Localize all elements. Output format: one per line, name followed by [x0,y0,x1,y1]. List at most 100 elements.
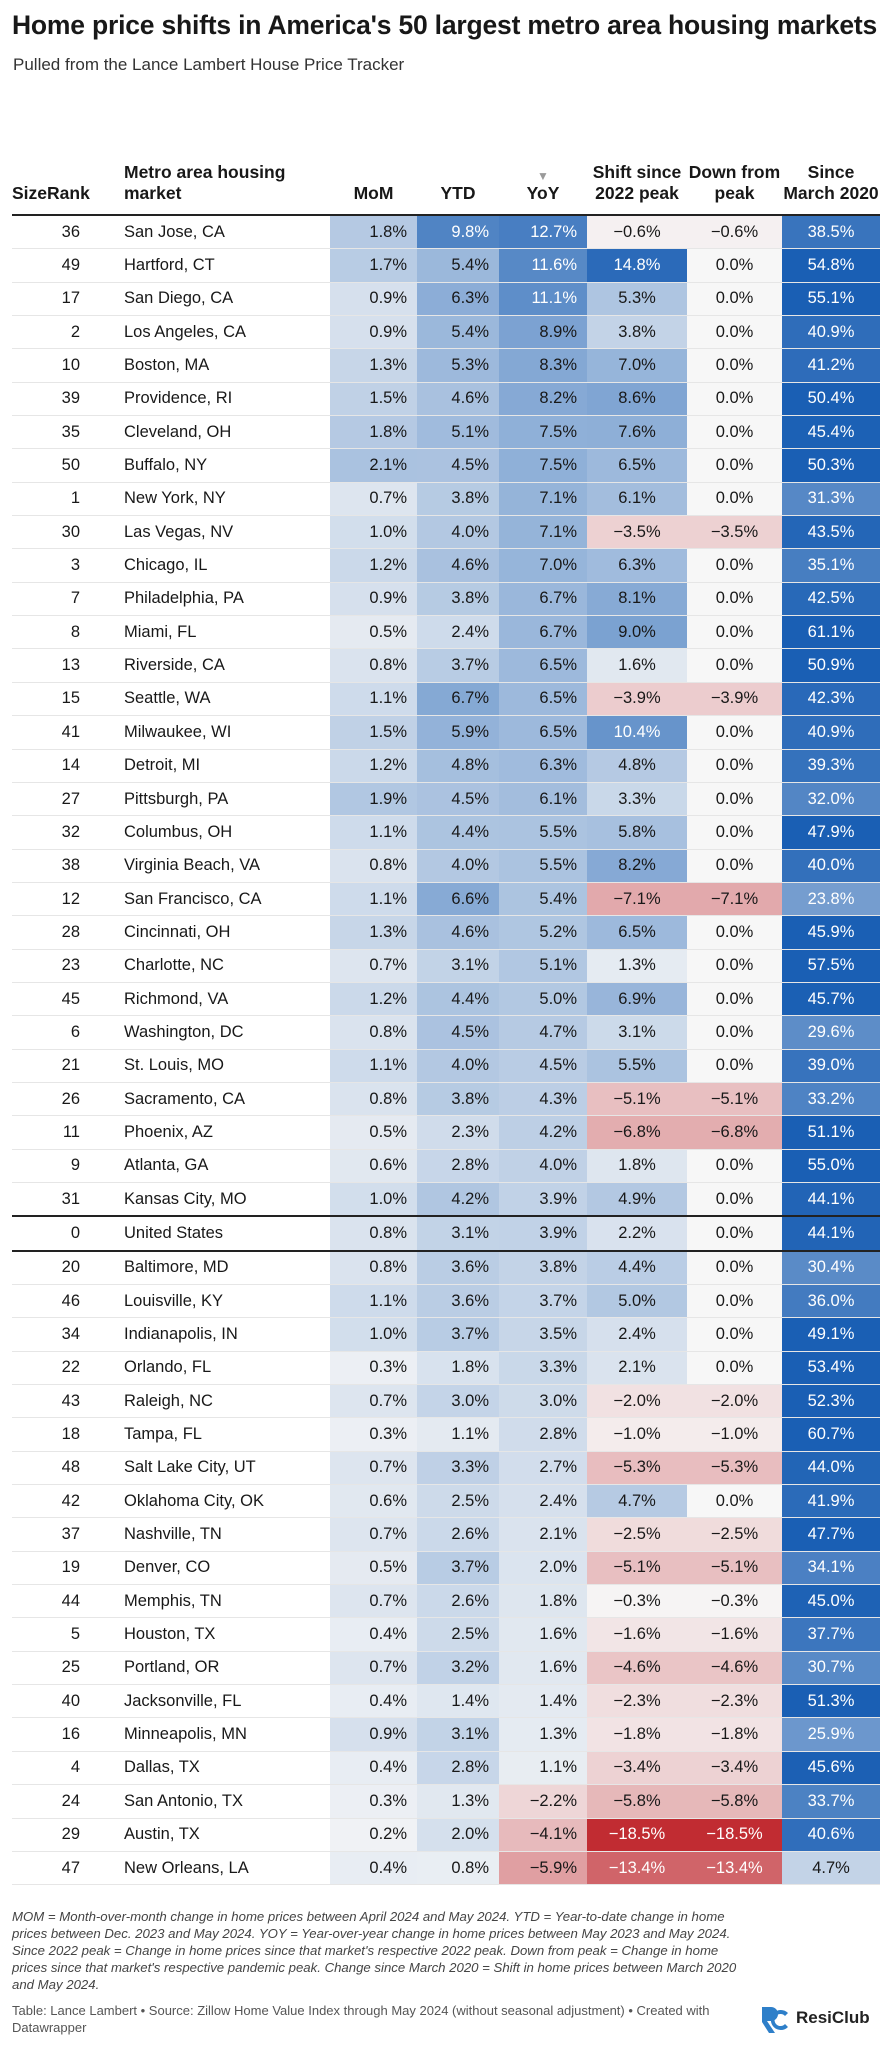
table-row[interactable]: 42 Oklahoma City, OK 0.6% 2.5% 2.4% 4.7% 0.0% 4… [12,1484,880,1519]
since-cell: 42.3% [782,682,880,717]
table-row[interactable]: 20 Baltimore, MD 0.8% 3.6% 3.8% 4.4% 0.0% 30.4% [12,1250,880,1285]
rank-cell: 42 [12,1484,112,1519]
mom-cell: 1.1% [330,682,417,717]
down-cell: 0.0% [687,382,782,417]
mom-cell: 0.7% [330,1584,417,1619]
header-yoy[interactable]: ▼ YoY [499,112,587,216]
brand-logo[interactable]: ResiClub [758,2001,870,2035]
table-row[interactable]: 44 Memphis, TN 0.7% 2.6% 1.8% −0.3% −0.3% 45.0% [12,1584,880,1619]
header-metro[interactable]: Metro area housing market [112,112,330,216]
table-row[interactable]: 8 Miami, FL 0.5% 2.4% 6.7% 9.0% 0.0% 61.1% [12,615,880,650]
shift-cell: −3.9% [587,682,687,717]
table-row[interactable]: 23 Charlotte, NC 0.7% 3.1% 5.1% 1.3% 0.0% 57.5% [12,949,880,983]
table-row[interactable]: 48 Salt Lake City, UT 0.7% 3.3% 2.7% −5.3% −5.… [12,1451,880,1486]
table-row[interactable]: 29 Austin, TX 0.2% 2.0% −4.1% −18.5% −18.5% 40.… [12,1818,880,1852]
mom-cell: 0.9% [330,315,417,350]
table-row[interactable]: 18 Tampa, FL 0.3% 1.1% 2.8% −1.0% −1.0% 60.7% [12,1417,880,1452]
table-row[interactable]: 21 St. Louis, MO 1.1% 4.0% 4.5% 5.5% 0.0% 39.0% [12,1049,880,1083]
table-row[interactable]: 5 Houston, TX 0.4% 2.5% 1.6% −1.6% −1.6% 37.7% [12,1617,880,1652]
table-row[interactable]: 41 Milwaukee, WI 1.5% 5.9% 6.5% 10.4% 0.0% 40.9… [12,715,880,750]
table-row[interactable]: 24 San Antonio, TX 0.3% 1.3% −2.2% −5.8% −5.8%… [12,1784,880,1819]
mom-cell: 1.2% [330,548,417,583]
rank-cell: 37 [12,1517,112,1552]
since-cell: 49.1% [782,1317,880,1352]
mom-cell: 1.8% [330,215,417,250]
metro-cell: Portland, OR [112,1651,330,1686]
rank-cell: 43 [12,1384,112,1419]
ytd-cell: 3.1% [417,949,499,983]
table-row[interactable]: 15 Seattle, WA 1.1% 6.7% 6.5% −3.9% −3.9% 42.3% [12,682,880,717]
down-cell: 0.0% [687,648,782,683]
metro-cell: Memphis, TN [112,1584,330,1619]
header-mom[interactable]: MoM [330,112,417,216]
table-row[interactable]: 35 Cleveland, OH 1.8% 5.1% 7.5% 7.6% 0.0% 45.4% [12,415,880,450]
table-row[interactable]: 10 Boston, MA 1.3% 5.3% 8.3% 7.0% 0.0% 41.2% [12,348,880,383]
header-since-march-2020[interactable]: Since March 2020 [782,112,880,216]
table-row[interactable]: 47 New Orleans, LA 0.4% 0.8% −5.9% −13.4% −13.… [12,1851,880,1886]
shift-cell: 10.4% [587,715,687,750]
table-row[interactable]: 13 Riverside, CA 0.8% 3.7% 6.5% 1.6% 0.0% 50.9% [12,648,880,683]
table-row[interactable]: 1 New York, NY 0.7% 3.8% 7.1% 6.1% 0.0% 31.3% [12,482,880,517]
header-shift-since-2022-peak[interactable]: Shift since 2022 peak [587,112,687,216]
metro-cell: Louisville, KY [112,1284,330,1319]
table-row[interactable]: 12 San Francisco, CA 1.1% 6.6% 5.4% −7.1% −7.1… [12,882,880,917]
table-row[interactable]: 22 Orlando, FL 0.3% 1.8% 3.3% 2.1% 0.0% 53.4% [12,1351,880,1386]
table-row[interactable]: 17 San Diego, CA 0.9% 6.3% 11.1% 5.3% 0.0% 55.1… [12,282,880,317]
table-row[interactable]: 6 Washington, DC 0.8% 4.5% 4.7% 3.1% 0.0% 29.6% [12,1015,880,1050]
table-row[interactable]: 30 Las Vegas, NV 1.0% 4.0% 7.1% −3.5% −3.5% 43.… [12,515,880,550]
table-body: 36 San Jose, CA 1.8% 9.8% 12.7% −0.6% −0.6% 38.… [12,215,880,1886]
metro-cell: New York, NY [112,482,330,517]
table-row[interactable]: 50 Buffalo, NY 2.1% 4.5% 7.5% 6.5% 0.0% 50.3% [12,448,880,483]
since-cell: 57.5% [782,949,880,983]
table-row[interactable]: 36 San Jose, CA 1.8% 9.8% 12.7% −0.6% −0.6% 38.… [12,215,880,250]
table-row[interactable]: 40 Jacksonville, FL 0.4% 1.4% 1.4% −2.3% −2.3%… [12,1684,880,1719]
down-cell: 0.0% [687,1182,782,1217]
mom-cell: 1.1% [330,1049,417,1083]
table-row[interactable]: 11 Phoenix, AZ 0.5% 2.3% 4.2% −6.8% −6.8% 51.1% [12,1115,880,1150]
mom-cell: 0.4% [330,1684,417,1719]
table-row[interactable]: 3 Chicago, IL 1.2% 4.6% 7.0% 6.3% 0.0% 35.1% [12,548,880,583]
since-cell: 44.0% [782,1451,880,1486]
down-cell: −2.5% [687,1517,782,1552]
table-row[interactable]: 32 Columbus, OH 1.1% 4.4% 5.5% 5.8% 0.0% 47.9% [12,815,880,850]
table-row[interactable]: 2 Los Angeles, CA 0.9% 5.4% 8.9% 3.8% 0.0% 40.9… [12,315,880,350]
table-row[interactable]: 4 Dallas, TX 0.4% 2.8% 1.1% −3.4% −3.4% 45.6% [12,1751,880,1786]
table-row[interactable]: 14 Detroit, MI 1.2% 4.8% 6.3% 4.8% 0.0% 39.3% [12,749,880,783]
table-row[interactable]: 31 Kansas City, MO 1.0% 4.2% 3.9% 4.9% 0.0% 44.… [12,1182,880,1217]
table-row[interactable]: 39 Providence, RI 1.5% 4.6% 8.2% 8.6% 0.0% 50.4… [12,382,880,417]
rank-cell: 20 [12,1250,112,1285]
ytd-cell: 2.6% [417,1584,499,1619]
table-row[interactable]: 27 Pittsburgh, PA 1.9% 4.5% 6.1% 3.3% 0.0% 32.0… [12,782,880,817]
table-row[interactable]: 25 Portland, OR 0.7% 3.2% 1.6% −4.6% −4.6% 30.7… [12,1651,880,1686]
ytd-cell: 4.2% [417,1182,499,1217]
since-cell: 30.7% [782,1651,880,1686]
table-row[interactable]: 19 Denver, CO 0.5% 3.7% 2.0% −5.1% −5.1% 34.1% [12,1551,880,1586]
table-row[interactable]: 43 Raleigh, NC 0.7% 3.0% 3.0% −2.0% −2.0% 52.3% [12,1384,880,1419]
table-row[interactable]: 7 Philadelphia, PA 0.9% 3.8% 6.7% 8.1% 0.0% 42.… [12,582,880,617]
down-cell: −3.4% [687,1751,782,1786]
rank-cell: 24 [12,1784,112,1819]
table-row[interactable]: 38 Virginia Beach, VA 0.8% 4.0% 5.5% 8.2% 0.0%… [12,849,880,883]
since-cell: 45.9% [782,915,880,950]
down-cell: −5.8% [687,1784,782,1819]
table-row[interactable]: 45 Richmond, VA 1.2% 4.4% 5.0% 6.9% 0.0% 45.7% [12,982,880,1017]
header-sizerank[interactable]: SizeRank [12,112,112,216]
ytd-cell: 4.0% [417,515,499,550]
header-ytd[interactable]: YTD [417,112,499,216]
table-row[interactable]: 0 United States 0.8% 3.1% 3.9% 2.2% 0.0% 44.1% [12,1215,880,1252]
table-row[interactable]: 49 Hartford, CT 1.7% 5.4% 11.6% 14.8% 0.0% 54.8… [12,248,880,283]
shift-cell: −7.1% [587,882,687,917]
mom-cell: 0.3% [330,1784,417,1819]
header-down-from-peak[interactable]: Down from peak [687,112,782,216]
metro-cell: Orlando, FL [112,1351,330,1386]
since-cell: 38.5% [782,215,880,250]
table-row[interactable]: 34 Indianapolis, IN 1.0% 3.7% 3.5% 2.4% 0.0% 49… [12,1317,880,1352]
table-row[interactable]: 9 Atlanta, GA 0.6% 2.8% 4.0% 1.8% 0.0% 55.0% [12,1149,880,1183]
table-row[interactable]: 28 Cincinnati, OH 1.3% 4.6% 5.2% 6.5% 0.0% 45.9… [12,915,880,950]
table-row[interactable]: 46 Louisville, KY 1.1% 3.6% 3.7% 5.0% 0.0% 36.0… [12,1284,880,1319]
table-row[interactable]: 16 Minneapolis, MN 0.9% 3.1% 1.3% −1.8% −1.8% 2… [12,1717,880,1752]
shift-cell: −2.5% [587,1517,687,1552]
table-row[interactable]: 37 Nashville, TN 0.7% 2.6% 2.1% −2.5% −2.5% 47.… [12,1517,880,1552]
mom-cell: 0.4% [330,1851,417,1886]
table-row[interactable]: 26 Sacramento, CA 0.8% 3.8% 4.3% −5.1% −5.1% 33… [12,1082,880,1117]
